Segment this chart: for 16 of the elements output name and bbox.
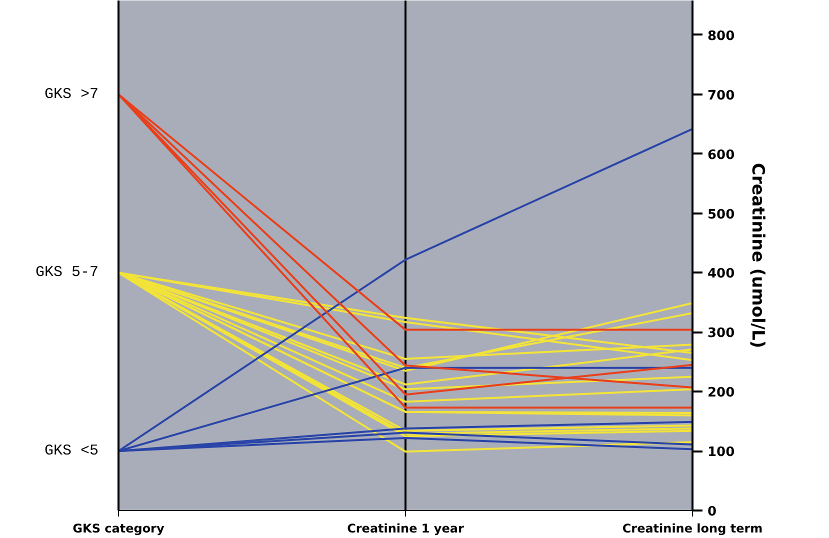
y-tick-label: 500	[708, 207, 735, 222]
y-tick-label: 200	[708, 386, 735, 401]
x-tick-label: Creatinine 1 year	[347, 522, 464, 536]
annotation: GKS 5-7	[35, 264, 99, 282]
y-tick-label: 600	[708, 148, 735, 163]
annotation: GKS >7	[44, 86, 99, 103]
annotation: GKS <5	[44, 442, 99, 460]
y-axis-title: Creatinine (umol/L)	[748, 162, 768, 348]
y-tick-label: 800	[708, 28, 735, 44]
y-tick-label: 400	[708, 266, 735, 282]
y-tick-label: 700	[708, 88, 735, 104]
y-tick-label: 300	[708, 326, 735, 342]
x-tick-label: GKS category	[72, 522, 164, 536]
y-tick-label: 100	[708, 445, 735, 460]
x-tick-label: Creatinine long term	[622, 522, 763, 536]
y-tick-label: 0	[708, 504, 717, 520]
